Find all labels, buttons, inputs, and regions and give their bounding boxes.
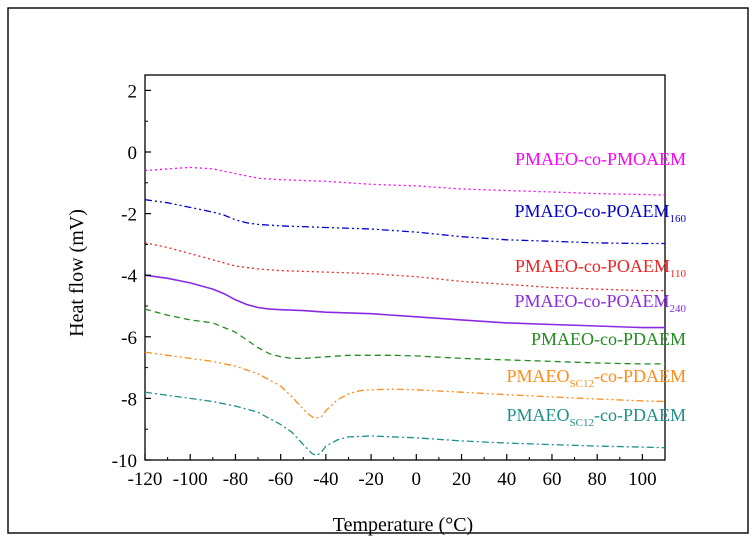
x-tick-label: 0 <box>412 469 422 490</box>
series-line-3 <box>144 242 665 292</box>
y-tick-label: -8 <box>121 389 137 410</box>
series-label-7: PMAEOSC12-co-PDAEM <box>507 405 686 429</box>
series-line-1 <box>144 166 666 196</box>
y-tick-label: -4 <box>121 266 137 287</box>
series-label-3: PMAEO-co-POAEM110 <box>515 256 687 280</box>
series-line-2 <box>144 199 665 245</box>
x-tick-label: 100 <box>628 469 657 490</box>
axes-box <box>144 74 666 461</box>
series-label-2: PMAEO-co-POAEM160 <box>515 201 687 225</box>
y-tick-label: -10 <box>112 451 137 472</box>
series-label-1: PMAEO-co-PMOAEM <box>515 149 686 169</box>
y-tick-label: 0 <box>128 143 138 164</box>
x-tick-label: -80 <box>223 469 248 490</box>
x-tick-label: -120 <box>128 469 163 490</box>
series-label-6: PMAEOSC12-co-PDAEM <box>507 366 686 390</box>
series-line-7 <box>144 391 666 457</box>
y-tick-label: 2 <box>128 81 138 102</box>
series-line-6 <box>144 351 666 420</box>
series-labels: PMAEO-co-PMOAEM PMAEO-co-POAEM160 PMAEO-co… <box>507 149 687 429</box>
figure-frame <box>7 7 749 534</box>
x-tick-label: 20 <box>452 469 471 490</box>
series-label-4: PMAEO-co-POAEM240 <box>515 291 687 315</box>
series-layer <box>144 166 666 457</box>
x-tick-label: 60 <box>542 469 561 490</box>
x-tick-label: 80 <box>588 469 607 490</box>
series-label-5: PMAEO-co-PDAEM <box>531 329 686 349</box>
plot-area <box>144 74 666 461</box>
x-tick-label: -60 <box>268 469 293 490</box>
y-axis-label: Heat flow (mV) <box>66 209 88 337</box>
x-tick-label: 40 <box>497 469 516 490</box>
x-tick-label: -100 <box>173 469 208 490</box>
y-tick-label: -6 <box>121 328 137 349</box>
series-line-5 <box>144 308 665 365</box>
x-tick-label: -20 <box>358 469 383 490</box>
x-axis-label: Temperature (°C) <box>333 514 473 536</box>
x-tick-label: -40 <box>313 469 338 490</box>
y-tick-label: -2 <box>121 205 137 226</box>
series-line-4 <box>144 274 665 329</box>
axis-ticks: -120 -100 -80 -60 -40 -20 0 20 40 60 80 100-10-8-6-… <box>112 81 657 490</box>
